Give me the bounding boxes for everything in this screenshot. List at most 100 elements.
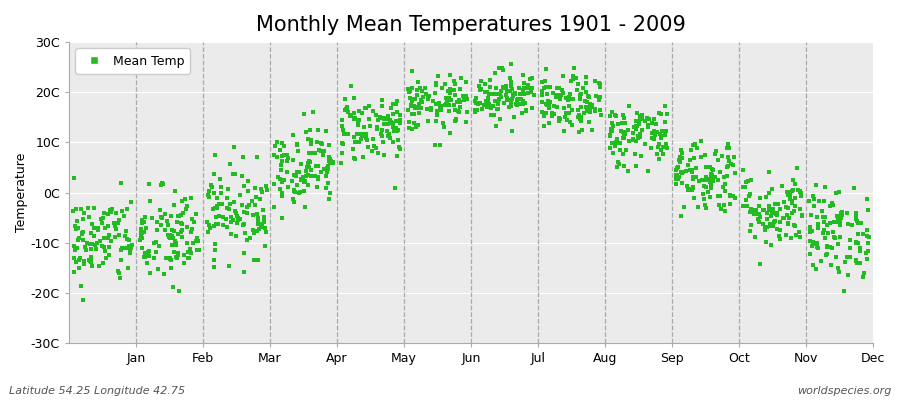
Point — [710, 177, 724, 183]
Point — [286, 132, 301, 138]
Point — [838, 259, 852, 265]
Point — [686, 184, 700, 190]
Point — [178, 206, 193, 212]
Point — [361, 144, 375, 151]
Point — [426, 98, 440, 104]
Point — [94, 242, 109, 249]
Point — [482, 91, 496, 97]
Point — [460, 108, 474, 115]
Point — [710, 193, 724, 200]
Point — [297, 177, 311, 184]
Point — [370, 124, 384, 130]
Point — [641, 122, 655, 128]
Point — [304, 167, 319, 173]
Point — [232, 192, 247, 198]
Point — [562, 110, 576, 116]
Point — [788, 181, 802, 187]
Point — [565, 107, 580, 114]
Point — [418, 91, 433, 97]
Point — [166, 228, 181, 234]
Point — [163, 255, 177, 262]
Point — [605, 126, 619, 132]
Point — [571, 86, 585, 93]
Point — [403, 88, 418, 94]
Point — [652, 131, 667, 138]
Point — [619, 147, 634, 154]
Point — [542, 105, 556, 111]
Point — [145, 215, 159, 221]
Point — [786, 186, 800, 193]
Point — [338, 106, 352, 113]
Point — [768, 217, 782, 224]
Point — [171, 231, 185, 237]
Point — [824, 244, 839, 251]
Point — [85, 220, 99, 227]
Point — [618, 120, 633, 126]
Point — [628, 138, 643, 144]
Point — [580, 108, 595, 114]
Point — [434, 102, 448, 109]
Point — [147, 255, 161, 262]
Point — [785, 187, 799, 194]
Point — [622, 103, 636, 109]
Point — [849, 216, 863, 222]
Point — [516, 98, 530, 104]
Point — [783, 196, 797, 203]
Point — [239, 236, 254, 243]
Point — [853, 245, 868, 251]
Point — [414, 97, 428, 104]
Point — [123, 198, 138, 205]
Point — [266, 181, 281, 187]
Point — [216, 214, 230, 220]
Point — [273, 147, 287, 153]
Point — [742, 192, 756, 199]
Point — [588, 108, 602, 114]
Point — [374, 131, 389, 138]
Point — [236, 222, 250, 228]
Point — [443, 72, 457, 79]
Point — [581, 93, 596, 100]
Point — [572, 80, 586, 87]
Point — [303, 126, 318, 133]
Point — [809, 244, 824, 250]
Point — [428, 142, 442, 148]
Point — [138, 214, 152, 220]
Point — [788, 195, 803, 201]
Point — [705, 184, 719, 191]
Point — [852, 260, 867, 267]
Point — [404, 102, 419, 109]
Point — [208, 241, 222, 248]
Point — [812, 197, 826, 204]
Point — [381, 113, 395, 119]
Point — [818, 235, 832, 242]
Point — [572, 92, 587, 98]
Point — [346, 155, 361, 161]
Point — [536, 123, 551, 130]
Point — [471, 101, 485, 107]
Point — [609, 138, 624, 145]
Point — [371, 150, 385, 156]
Point — [768, 200, 782, 207]
Point — [467, 98, 482, 105]
Point — [76, 258, 91, 264]
Point — [392, 117, 407, 123]
Point — [563, 91, 578, 98]
Point — [588, 78, 602, 84]
Point — [77, 210, 92, 216]
Point — [626, 136, 641, 143]
Point — [703, 164, 717, 170]
Point — [610, 121, 625, 128]
Point — [155, 214, 169, 220]
Point — [793, 189, 807, 195]
Point — [481, 99, 495, 106]
Point — [769, 210, 783, 216]
Point — [439, 95, 454, 102]
Point — [604, 127, 618, 134]
Point — [112, 270, 126, 276]
Point — [565, 122, 580, 128]
Point — [718, 181, 733, 187]
Point — [347, 133, 362, 140]
Point — [516, 72, 530, 78]
Point — [760, 216, 774, 222]
Point — [405, 68, 419, 74]
